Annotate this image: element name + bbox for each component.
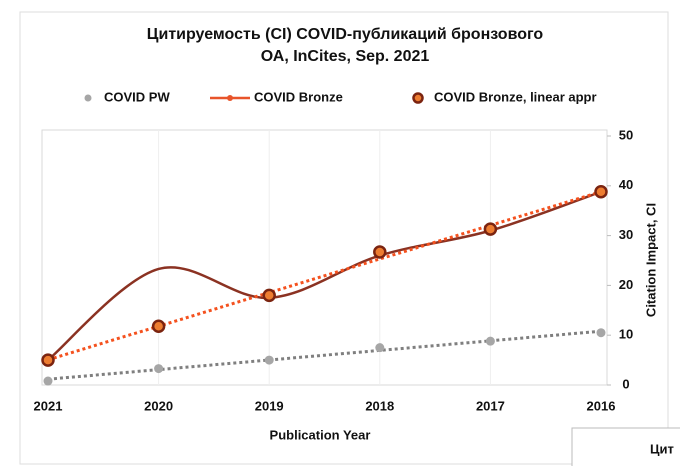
x-tick-label: 2019 xyxy=(255,398,284,413)
point xyxy=(596,328,606,338)
x-tick-label: 2020 xyxy=(144,398,173,413)
y-tick-label: 20 xyxy=(619,277,633,292)
y-tick-label: 30 xyxy=(619,227,633,242)
point xyxy=(43,376,53,386)
point xyxy=(151,319,166,333)
trend-line xyxy=(47,329,602,381)
x-tick-label: 2016 xyxy=(587,398,616,413)
legend-marker xyxy=(412,92,424,104)
x-tick-label: 2017 xyxy=(476,398,505,413)
legend-label: COVID PW xyxy=(104,89,170,104)
point xyxy=(264,355,274,365)
point xyxy=(483,222,498,236)
y-tick-label: 40 xyxy=(619,177,633,192)
point xyxy=(594,185,608,199)
chart-title: ОА, InCites, Sep. 2021 xyxy=(261,48,430,65)
x-tick-label: 2018 xyxy=(365,398,394,413)
trend-line xyxy=(47,190,602,362)
y-axis-title: Citation Impact, CI xyxy=(643,203,658,317)
point xyxy=(373,245,387,259)
plot-area xyxy=(41,129,608,386)
legend-label: COVID Bronze, linear appr xyxy=(434,89,597,104)
point xyxy=(41,353,55,367)
point xyxy=(154,364,164,374)
legend-marker xyxy=(84,94,92,102)
x-axis-title: Publication Year xyxy=(270,427,371,442)
point xyxy=(485,336,495,346)
chart-title: Цитируемость (CI) COVID-публикаций бронз… xyxy=(147,26,544,43)
point xyxy=(262,288,276,303)
y-tick-label: 50 xyxy=(619,127,633,142)
corner-text: Цит xyxy=(650,441,674,456)
y-tick-label: 0 xyxy=(622,376,629,391)
legend-marker xyxy=(227,95,233,101)
point xyxy=(375,343,385,353)
legend-label: COVID Bronze xyxy=(254,89,343,104)
overlap-box xyxy=(571,427,680,466)
y-tick-label: 10 xyxy=(619,327,633,342)
x-tick-label: 2021 xyxy=(34,398,63,413)
